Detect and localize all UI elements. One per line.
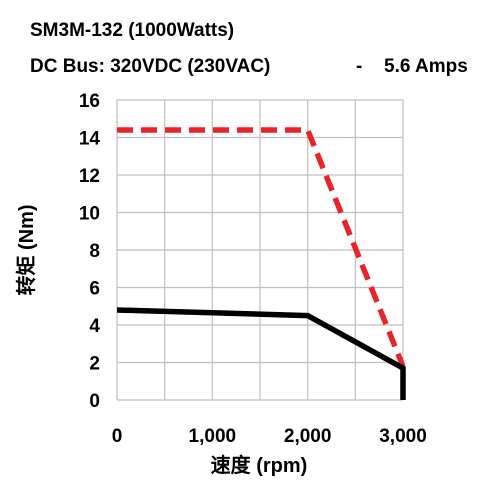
dc-bus-label: DC Bus: 320VDC (230VAC) <box>30 56 271 77</box>
y-tick-label: 6 <box>89 279 100 300</box>
y-tick-label: 10 <box>79 204 100 225</box>
y-tick-label: 4 <box>89 316 100 337</box>
amps-label: 5.6 Amps <box>384 56 468 77</box>
y-tick-label: 8 <box>89 241 100 262</box>
grid <box>116 99 404 401</box>
x-axis-label: 速度 (rpm) <box>211 453 308 477</box>
y-axis-label: 转矩 (Nm) <box>14 204 38 295</box>
y-tick-label: 16 <box>79 91 100 112</box>
series-group <box>116 127 406 400</box>
solid-black-line <box>116 307 406 400</box>
x-tick-label: 3,000 <box>379 426 427 447</box>
x-tick-label: 2,000 <box>284 426 332 447</box>
dashed-red-line <box>117 127 406 368</box>
tick-labels: 0 2 4 6 8 10 12 14 16 0 1,000 2,000 3,000 <box>79 91 427 447</box>
y-tick-label: 12 <box>79 166 100 187</box>
chart-title: SM3M-132 (1000Watts) <box>30 20 235 41</box>
x-tick-label: 1,000 <box>189 426 237 447</box>
y-tick-label: 14 <box>79 129 101 150</box>
x-tick-label: 0 <box>112 426 123 447</box>
y-tick-label: 2 <box>89 354 100 375</box>
y-tick-label: 0 <box>89 391 100 412</box>
separator-dash: - <box>356 56 363 77</box>
